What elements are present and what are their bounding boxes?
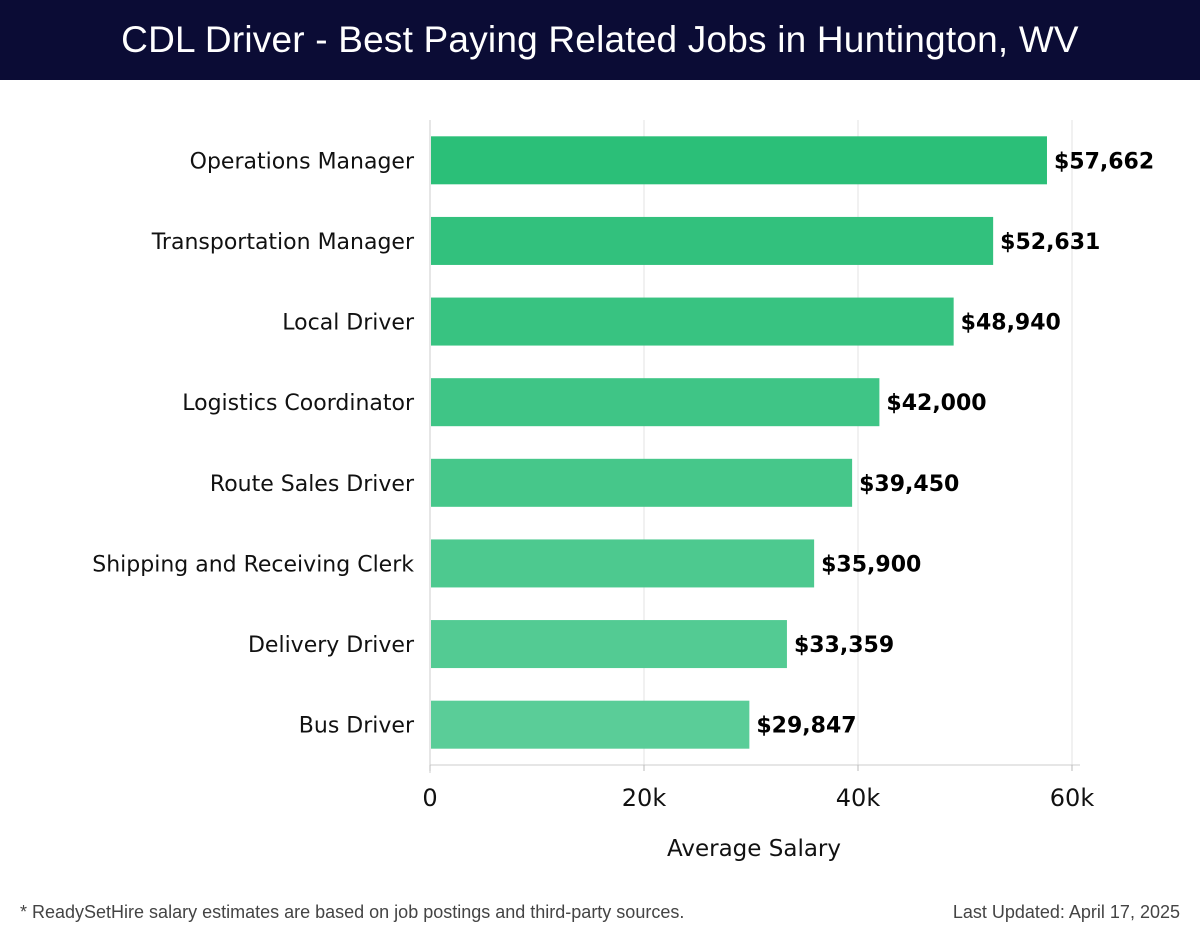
bar [431, 539, 815, 588]
data-label: $48,940 [961, 311, 1061, 336]
bar [431, 378, 880, 427]
data-label: $57,662 [1054, 149, 1154, 174]
x-axis-title: Average Salary [667, 836, 841, 862]
category-label: Transportation Manager [151, 230, 415, 255]
category-label: Logistics Coordinator [182, 391, 415, 416]
salary-bar-chart: Operations Manager $57,662 Transportation … [92, 120, 1154, 862]
category-label: Local Driver [282, 311, 415, 336]
title-bar: CDL Driver - Best Paying Related Jobs in… [0, 0, 1200, 80]
bar [431, 700, 750, 749]
data-label: $29,847 [756, 714, 856, 739]
category-label: Shipping and Receiving Clerk [92, 552, 414, 577]
bar [431, 136, 1047, 185]
category-label: Delivery Driver [248, 633, 415, 658]
category-label: Operations Manager [190, 149, 415, 174]
x-tick-label: 20k [622, 784, 667, 812]
data-label: $33,359 [794, 633, 894, 658]
bar [431, 620, 787, 669]
footer-note: * ReadySetHire salary estimates are base… [20, 902, 685, 922]
data-label: $42,000 [886, 391, 986, 416]
bar [431, 458, 853, 507]
bar [431, 216, 994, 265]
category-label: Route Sales Driver [210, 472, 415, 497]
chart-title: CDL Driver - Best Paying Related Jobs in… [121, 19, 1079, 60]
data-label: $52,631 [1000, 230, 1100, 255]
x-tick-label: 60k [1050, 784, 1095, 812]
data-label: $35,900 [821, 552, 921, 577]
x-tick-label: 40k [836, 784, 881, 812]
category-label: Bus Driver [299, 714, 415, 739]
data-label: $39,450 [859, 472, 959, 497]
x-tick-label: 0 [422, 784, 437, 812]
last-updated: Last Updated: April 17, 2025 [952, 902, 1180, 922]
bar [431, 297, 954, 346]
